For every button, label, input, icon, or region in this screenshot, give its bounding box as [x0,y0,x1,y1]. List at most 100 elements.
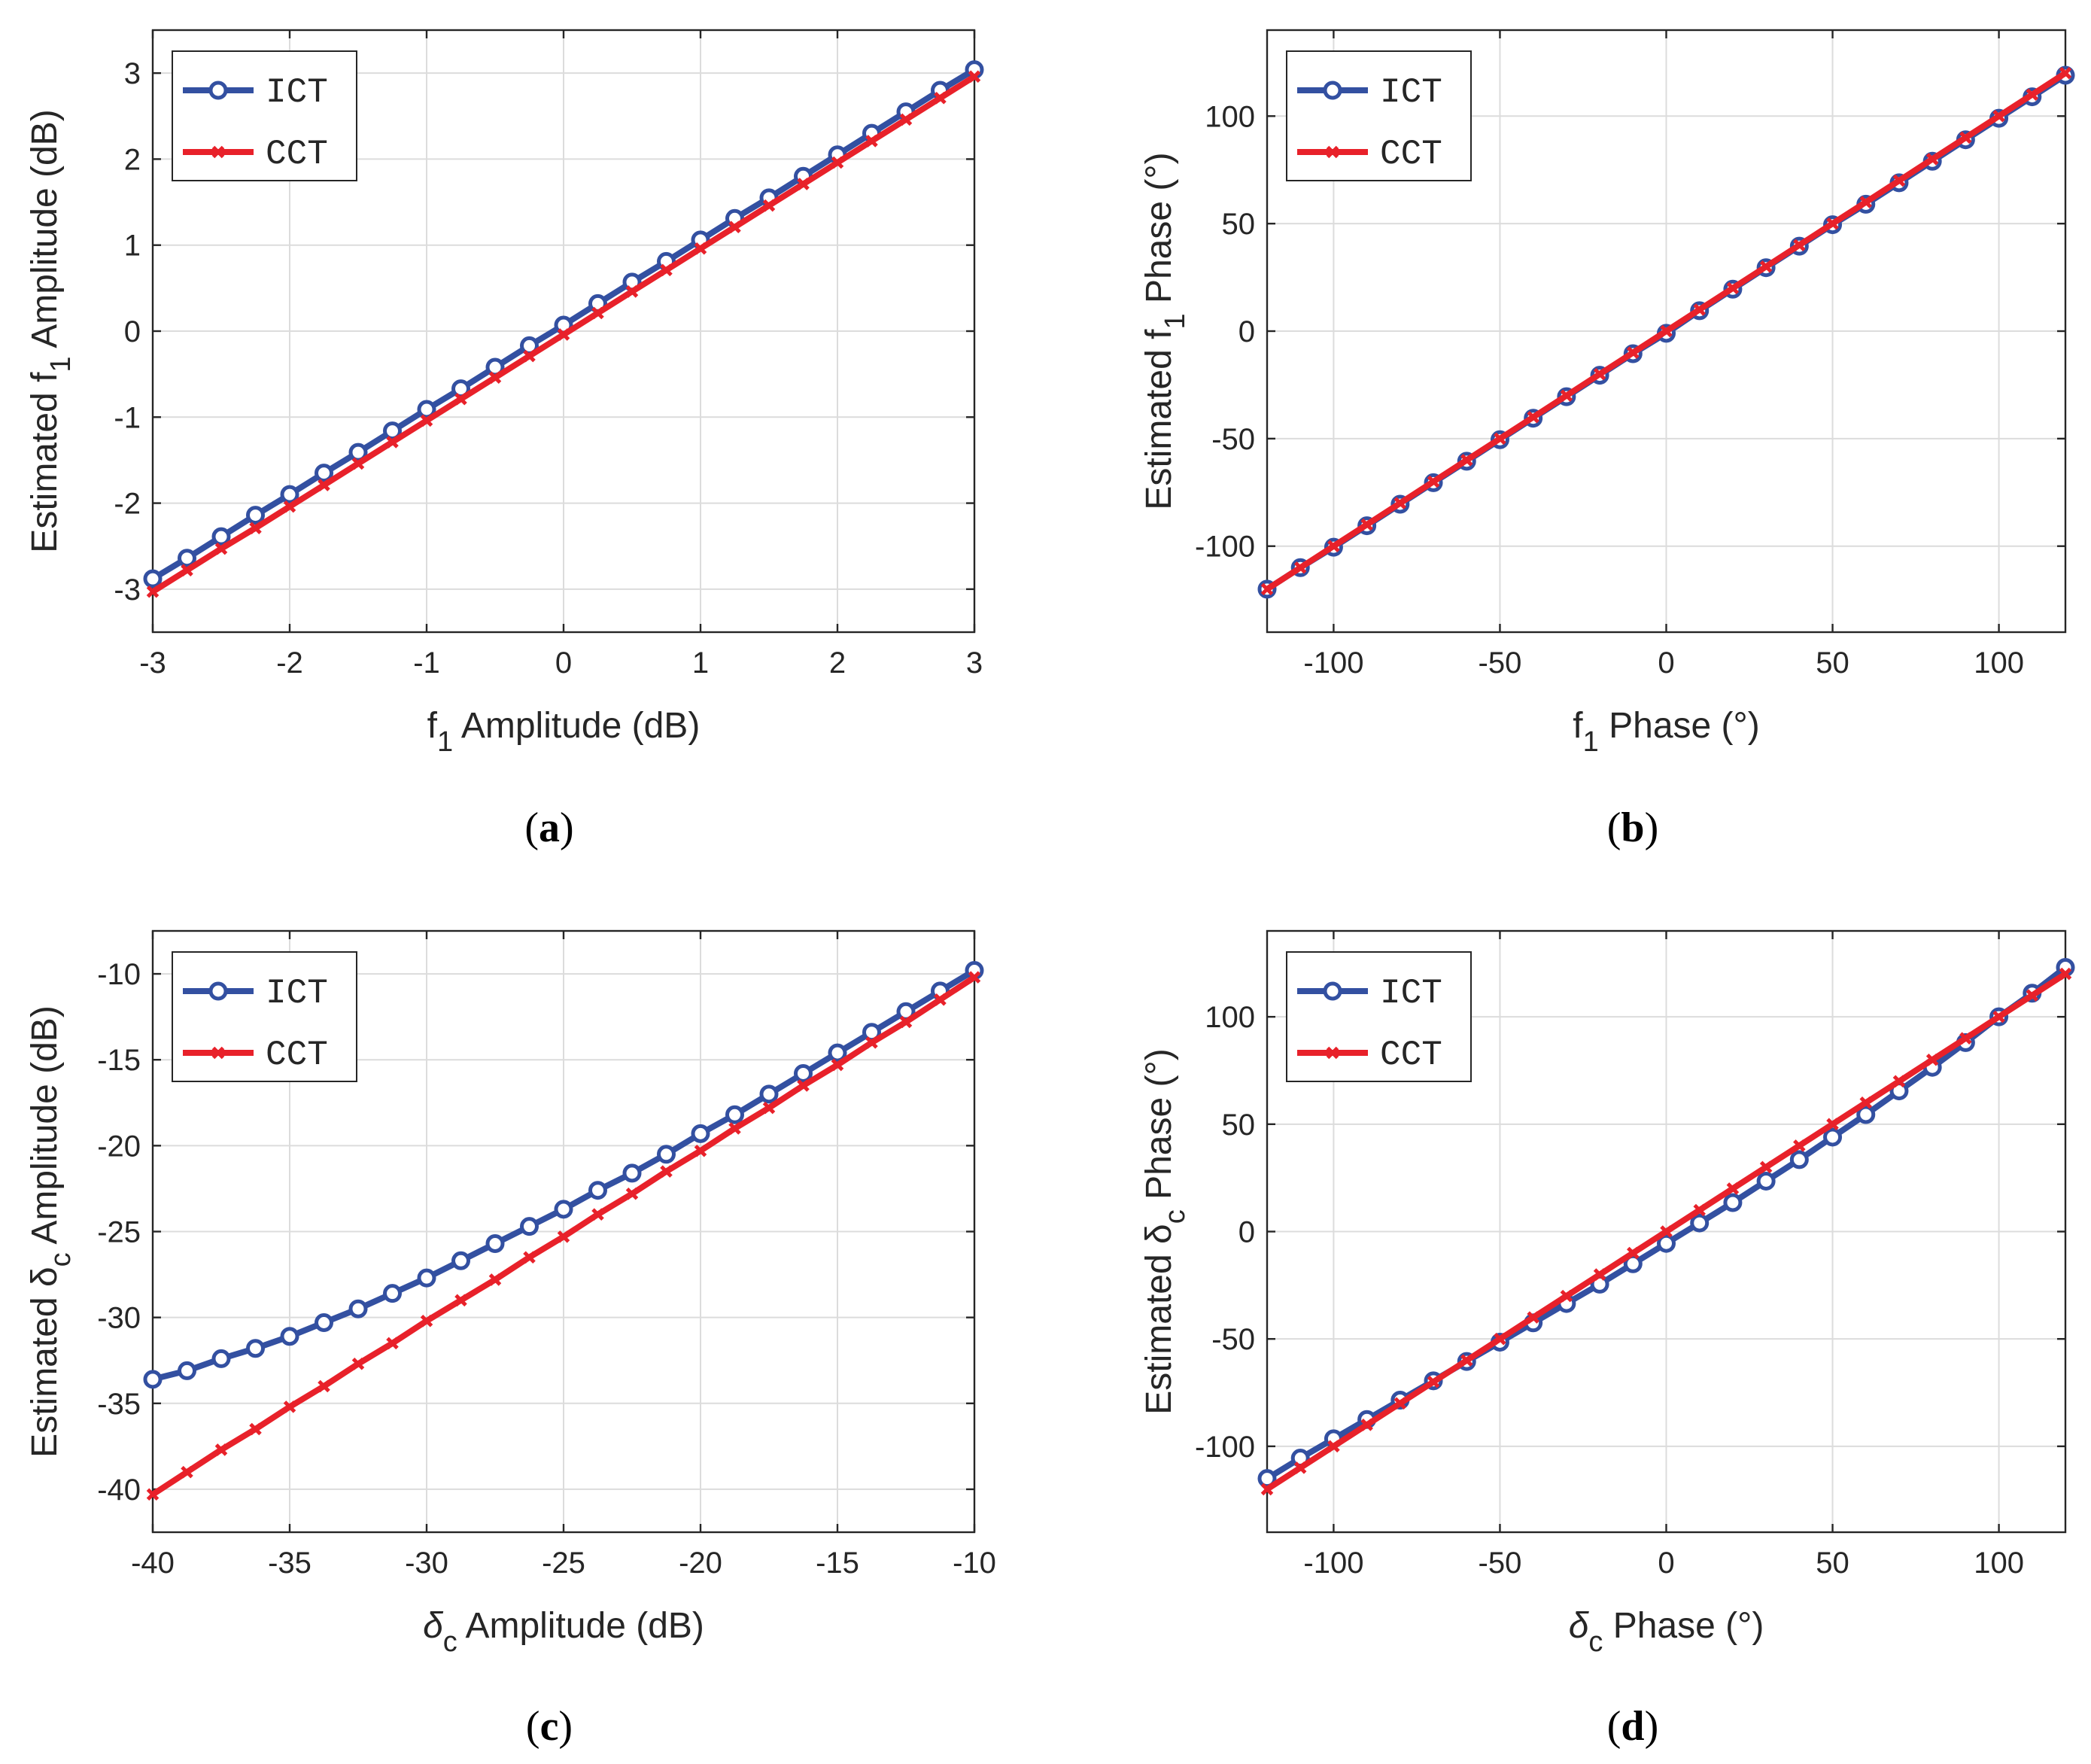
x-axis-label: δc Phase (°) [1569,1606,1764,1658]
data-point-cct [831,156,844,169]
y-tick-label: -10 [97,958,141,991]
data-point-ict [759,1084,779,1104]
data-point-ict [246,506,265,525]
chart-panel-c: -40 -35 -30 -25 -20 -15 -10 -40 -35 -30 -25 -20 -15 -… [25,929,996,1750]
y-tick-label: -30 [97,1302,141,1335]
x-tick-label: 50 [1816,646,1849,680]
data-point-cct [694,1144,707,1157]
x-tick-label: 0 [555,646,572,680]
x-tick-label: 2 [829,646,846,680]
x-tick-label: -30 [405,1547,448,1580]
data-point-cct [1992,1010,2005,1023]
data-point-ict [178,549,196,568]
data-point-cct [1293,561,1307,574]
y-axis-label-prefix: Estimated δ [25,1267,65,1457]
data-point-cct [1393,1397,1407,1410]
legend-marker-cct [1326,1046,1339,1060]
x-axis-label-suffix: Amplitude (dB) [457,1606,704,1646]
data-point-ict [657,1145,676,1164]
y-tick-label: -25 [97,1216,141,1249]
data-point-cct [865,1036,878,1049]
data-point-cct [1992,110,2005,123]
y-tick-label: -35 [97,1388,141,1421]
data-point-cct [420,1314,433,1328]
data-point-cct [1892,174,1906,187]
y-axis-label-sub: c [45,1252,77,1267]
data-point-ict [1789,1150,1809,1169]
data-point-ict [211,527,231,546]
y-tick-label: -100 [1195,1431,1255,1464]
data-point-cct [488,1273,502,1286]
legend-marker-cct [211,1046,225,1060]
x-tick-label: 50 [1816,1547,1849,1580]
legend-box [1286,951,1472,1082]
legend-label-cct: CCT [1380,135,1442,174]
y-axis-label-prefix: Estimated f [25,372,65,553]
y-tick-label: -2 [114,488,141,521]
data-point-ict [246,1339,265,1358]
data-point-cct [1759,260,1773,273]
y-tick-label: 2 [124,143,141,176]
caption-a: (a) [524,804,573,851]
data-point-cct [1660,324,1673,338]
data-point-ict [1723,1193,1743,1212]
data-point-ict [1657,1233,1676,1253]
legend-label-cct: CCT [266,135,328,174]
x-tick-label: 3 [966,646,983,680]
x-tick-label: 100 [1974,1547,2024,1580]
data-point-cct [2059,66,2072,80]
data-point-cct [1627,346,1640,359]
data-point-cct [557,328,570,341]
x-axis-label: f1 Amplitude (dB) [427,706,701,758]
y-tick-label: 100 [1205,1001,1255,1034]
data-point-cct [728,1122,741,1135]
data-point-cct [1560,1289,1573,1303]
data-point-cct [146,1488,160,1501]
data-point-cct [1293,1461,1307,1474]
y-tick-label: -50 [1211,423,1255,456]
data-point-cct [899,113,913,126]
x-tick-label: -10 [953,1547,996,1580]
x-axis-label-sub: 1 [437,726,453,758]
legend: ICT CCT [172,951,357,1082]
data-point-cct [557,1230,570,1243]
data-point-cct [1826,1118,1839,1131]
data-point-cct [899,1015,913,1029]
legend-label-cct: CCT [1380,1036,1442,1075]
x-axis-label: f1 Phase (°) [1573,706,1759,758]
x-axis-label-prefix: f [1573,706,1583,746]
data-point-cct [283,1401,296,1413]
y-tick-label: 50 [1222,208,1256,241]
data-point-cct [181,1465,193,1479]
legend: ICT CCT [172,50,357,181]
data-point-cct [2059,967,2072,981]
data-point-ict [417,1268,436,1288]
x-tick-label: -100 [1303,646,1363,680]
data-point-cct [283,500,296,513]
legend-label-ict: ICT [266,73,328,112]
data-point-cct [386,1337,399,1350]
data-point-cct [351,457,365,470]
data-point-ict [485,1233,505,1253]
x-axis-label: δc Amplitude (dB) [423,1606,704,1658]
data-point-cct [1593,1268,1606,1281]
x-tick-label: -25 [542,1547,585,1580]
data-point-cct [1859,1096,1873,1109]
data-point-ict [588,1181,607,1200]
y-axis-label-sub: c [1159,1209,1191,1224]
data-point-cct [2026,88,2039,101]
legend-marker-ict [1323,981,1342,1001]
data-point-cct [1494,1332,1506,1346]
caption-d: (d) [1607,1703,1658,1750]
data-point-cct [591,1208,604,1221]
x-tick-label: -100 [1303,1547,1363,1580]
data-point-cct [420,414,433,427]
y-tick-label: 3 [124,57,141,90]
data-point-cct [762,1101,776,1115]
data-point-cct [1393,497,1407,509]
data-point-ict [417,400,436,419]
data-point-cct [454,1294,467,1307]
legend-label-cct: CCT [266,1036,328,1075]
